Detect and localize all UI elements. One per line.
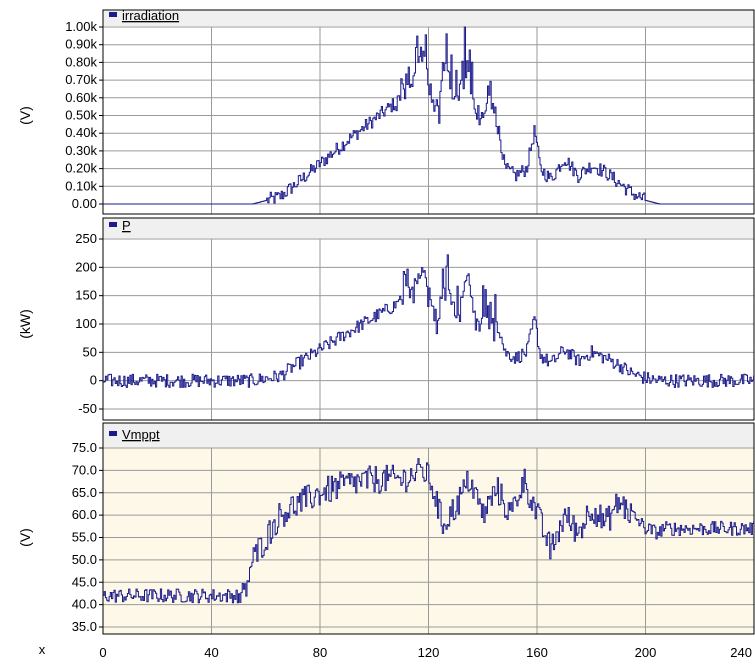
- y-tick-label: 50.0: [72, 552, 97, 567]
- y-tick-label: 0.80k: [65, 54, 97, 69]
- y-tick-label: 0.40k: [65, 125, 97, 140]
- x-tick-label: 160: [526, 645, 548, 660]
- x-tick-label: 0: [99, 645, 106, 660]
- legend-swatch: [109, 12, 117, 17]
- panel-frame: [102, 422, 755, 635]
- x-tick-label: 200: [635, 645, 657, 660]
- y-tick-label: 150: [75, 288, 97, 303]
- legend-swatch: [109, 431, 117, 436]
- y-axis-label: (V): [17, 528, 33, 547]
- panel-frame: [102, 9, 755, 215]
- series-line-Vmppt: [103, 458, 755, 604]
- legend-strip: [103, 218, 754, 238]
- y-tick-label: 75.0: [72, 440, 97, 455]
- y-tick-label: -50: [78, 401, 97, 416]
- x-tick-label: 80: [313, 645, 327, 660]
- y-tick-label: 0.00: [72, 196, 97, 211]
- y-tick-label: 250: [75, 231, 97, 246]
- series-line-irradiation: [103, 26, 754, 205]
- y-tick-label: 65.0: [72, 485, 97, 500]
- y-tick-label: 70.0: [72, 462, 97, 477]
- y-axis-label: (V): [17, 106, 33, 125]
- y-tick-label: 0.30k: [65, 143, 97, 158]
- legend-label: P: [122, 218, 131, 233]
- panel-frame: [102, 217, 755, 421]
- x-tick-label: 120: [418, 645, 440, 660]
- x-tick-label: 40: [204, 645, 218, 660]
- x-axis-label: x: [39, 642, 46, 657]
- x-tick-label: 240: [730, 645, 752, 660]
- y-tick-label: 0.70k: [65, 72, 97, 87]
- y-tick-label: 35.0: [72, 619, 97, 634]
- y-tick-label: 0.10k: [65, 178, 97, 193]
- panel-Vmppt: 35.0 40.0 45.0 50.0 55.0 60.0 65.0 70.0 75.0 (V) V…: [17, 422, 755, 635]
- panel-P: -50 0 50 100 150 200 250 (kW) P: [17, 217, 755, 421]
- y-tick-label: 0.60k: [65, 90, 97, 105]
- y-tick-label: 55.0: [72, 530, 97, 545]
- y-tick-label: 0.90k: [65, 37, 97, 52]
- legend-swatch: [109, 222, 117, 227]
- y-tick-label: 40.0: [72, 597, 97, 612]
- y-tick-label: 50: [83, 344, 97, 359]
- legend-strip: [103, 10, 754, 26]
- y-tick-label: 1.00k: [65, 19, 97, 34]
- legend-label: Vmppt: [122, 427, 160, 442]
- y-tick-label: 100: [75, 316, 97, 331]
- panel-irradiation: 0.00 0.10k 0.20k 0.30k 0.40k 0.50k 0.60k 0.70k 0…: [17, 8, 755, 215]
- series-line-P: [103, 254, 755, 388]
- x-axis: x 0 40 80 120 160 200 240: [39, 642, 752, 660]
- y-tick-label: 60.0: [72, 507, 97, 522]
- y-tick-label: 45.0: [72, 574, 97, 589]
- y-tick-label: 200: [75, 259, 97, 274]
- y-tick-label: 0: [90, 373, 97, 388]
- legend-strip: [103, 423, 754, 447]
- y-tick-label: 0.20k: [65, 161, 97, 176]
- y-axis-label: (kW): [17, 309, 33, 339]
- y-tick-label: 0.50k: [65, 108, 97, 123]
- legend-label: irradiation: [122, 8, 179, 23]
